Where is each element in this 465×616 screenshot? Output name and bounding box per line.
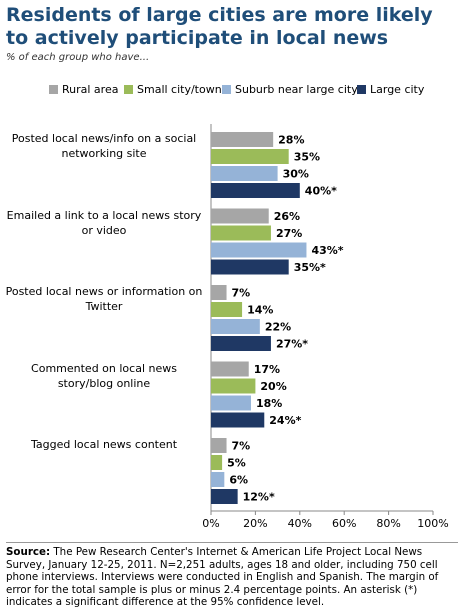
category-label: Tagged local news content <box>30 438 178 451</box>
value-label: 12%* <box>243 491 275 504</box>
value-label: 18% <box>256 397 282 410</box>
legend-swatch <box>124 85 133 94</box>
bar <box>211 225 271 241</box>
bar <box>211 285 227 300</box>
value-label: 30% <box>283 168 309 181</box>
x-tick-label: 20% <box>243 517 267 530</box>
value-label: 7% <box>232 287 251 300</box>
x-tick-label: 60% <box>332 517 356 530</box>
bar <box>211 361 249 377</box>
bar <box>211 438 227 453</box>
legend-swatch <box>49 85 58 94</box>
source-note: Source: The Pew Research Center's Intern… <box>6 542 458 609</box>
bar <box>211 183 300 198</box>
bar <box>211 412 265 428</box>
chart-subtitle: % of each group who have... <box>6 52 150 63</box>
value-label: 22% <box>265 321 291 334</box>
legend-label: Suburb near large city <box>235 83 358 96</box>
bar <box>211 395 251 411</box>
x-tick-label: 100% <box>417 517 448 530</box>
value-label: 40%* <box>305 185 337 198</box>
legend-label: Rural area <box>62 83 118 96</box>
bar <box>211 455 223 470</box>
bar <box>211 208 269 224</box>
x-tick-label: 40% <box>288 517 312 530</box>
value-label: 17% <box>254 363 280 376</box>
value-label: 5% <box>227 457 246 470</box>
source-text: The Pew Research Center's Internet & Ame… <box>6 546 439 609</box>
bar <box>211 132 274 147</box>
value-label: 35%* <box>294 261 326 274</box>
category-label: Emailed a link to a local news story or … <box>6 208 202 237</box>
value-label: 27%* <box>276 338 308 351</box>
x-tick-label: 80% <box>376 517 400 530</box>
category-label: Posted local news/info on a social netwo… <box>11 132 197 160</box>
chart-title: Residents of large cities are more likel… <box>6 4 433 49</box>
value-label: 26% <box>274 210 300 223</box>
value-label: 43%* <box>311 244 343 257</box>
value-label: 27% <box>276 227 302 240</box>
value-label: 14% <box>247 304 273 317</box>
bar <box>211 472 225 487</box>
value-label: 24%* <box>269 414 301 427</box>
bar <box>211 319 260 334</box>
bar <box>211 336 271 351</box>
bar <box>211 259 289 275</box>
legend-swatch <box>357 85 366 94</box>
bar <box>211 149 289 164</box>
value-label: 7% <box>232 440 251 453</box>
category-label: Commented on local news story/blog onlin… <box>31 361 177 390</box>
value-label: 28% <box>278 134 304 147</box>
bar <box>211 378 256 394</box>
bar <box>211 489 238 504</box>
bar <box>211 302 243 317</box>
category-label: Posted local news or information on Twit… <box>5 285 203 313</box>
legend-swatch <box>222 85 231 94</box>
legend-label: Small city/town <box>137 83 222 96</box>
value-label: 6% <box>229 474 248 487</box>
bar <box>211 242 307 258</box>
value-label: 35% <box>294 151 320 164</box>
x-tick-label: 0% <box>202 517 219 530</box>
bar <box>211 166 278 181</box>
legend-label: Large city <box>370 83 425 96</box>
chart: Rural area Small city/town Suburb near lar… <box>49 83 449 530</box>
source-label: Source: <box>6 546 51 558</box>
value-label: 20% <box>260 380 286 393</box>
